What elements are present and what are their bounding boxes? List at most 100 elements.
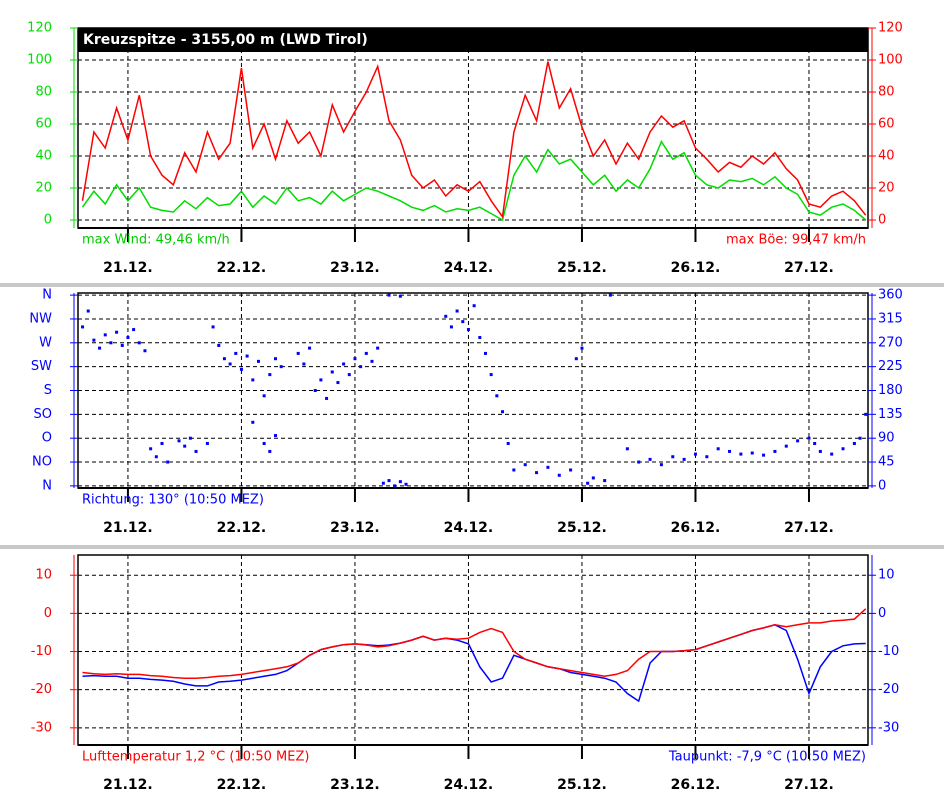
scatter-point [188,436,192,440]
scatter-point [183,444,187,448]
scatter-point [398,294,402,298]
scatter-point [557,473,561,477]
scatter-point [580,346,584,350]
scatter-point [336,381,340,385]
y-tick-label: 100 [27,53,52,68]
scatter-point [472,304,476,308]
scatter-point [149,447,153,451]
y2-tick-label: 20 [878,181,895,196]
scatter-point [166,460,170,464]
scatter-point [302,362,306,366]
title-bar [78,28,868,52]
scatter-point [784,444,788,448]
scatter-point [728,449,732,453]
scatter-point [376,346,380,350]
scatter-point [489,373,493,377]
x-tick-label: 27.12. [784,777,834,793]
x-tick-label: 24.12. [444,260,494,276]
scatter-point [671,455,675,459]
scatter-point [586,481,590,485]
x-tick-label: 21.12. [103,520,153,536]
scatter-point [478,336,482,340]
scatter-point [126,336,130,340]
x-tick-label: 26.12. [671,520,721,536]
y2-tick-label: 180 [878,383,903,398]
y-tick-label: S [44,383,52,398]
scatter-point [546,465,550,469]
scatter-point [120,343,124,347]
scatter-point [393,484,397,488]
y-tick-label: SO [34,407,52,422]
y-tick-label: NO [32,455,52,470]
x-tick-label: 23.12. [330,777,380,793]
scatter-point [177,439,181,443]
scatter-point [506,441,510,445]
y2-tick-label: 60 [878,117,895,132]
x-tick-label: 26.12. [671,260,721,276]
scatter-point [739,452,743,456]
scatter-point [137,341,141,345]
scatter-point [569,468,573,472]
y2-tick-label: 90 [878,431,895,446]
x-tick-label: 26.12. [671,777,721,793]
y2-tick-label: 10 [878,568,895,583]
scatter-point [251,378,255,382]
scatter-point [256,359,260,363]
scatter-point [648,457,652,461]
scatter-point [705,455,709,459]
scatter-point [659,463,663,467]
x-tick-label: 21.12. [103,777,153,793]
x-tick-label: 21.12. [103,260,153,276]
scatter-point [268,449,272,453]
scatter-point [234,351,238,355]
scatter-point [381,481,385,485]
y2-tick-label: 100 [878,53,903,68]
scatter-point [296,351,300,355]
scatter-point [325,396,329,400]
scatter-point [387,479,391,483]
annotation: max Böe: 99,47 km/h [726,233,866,248]
plot-area [78,28,868,228]
scatter-point [461,320,465,324]
scatter-point [274,357,277,361]
scatter-point [364,351,368,355]
scatter-point [818,449,822,453]
x-tick-label: 23.12. [330,520,380,536]
y-tick-label: 80 [35,85,52,100]
x-tick-label: 25.12. [557,260,607,276]
scatter-point [603,479,607,483]
scatter-point [211,325,215,329]
x-tick-label: 22.12. [217,520,267,536]
y2-tick-label: -20 [878,682,899,697]
y2-tick-label: -10 [878,644,899,659]
scatter-point [359,365,363,369]
separator [0,283,944,287]
y-tick-label: NW [29,311,52,326]
scatter-point [239,367,243,371]
y-tick-label: 120 [27,21,52,36]
series-line [82,608,867,679]
scatter-point [387,293,391,297]
scatter-point [830,452,834,456]
scatter-point [205,441,209,445]
scatter-point [523,463,527,467]
y2-tick-label: 0 [878,213,886,228]
x-tick-label: 27.12. [784,260,834,276]
y-tick-label: 40 [35,149,52,164]
y2-tick-label: 120 [878,21,903,36]
scatter-point [716,447,720,451]
scatter-point [501,410,505,414]
scatter-point [864,412,868,416]
scatter-point [160,441,164,445]
scatter-point [81,325,85,329]
y2-tick-label: 45 [878,455,895,470]
annotation: max Wind: 49,46 km/h [82,233,230,248]
y-tick-label: O [42,431,52,446]
y-tick-label: 0 [44,606,52,621]
scatter-point [398,480,402,484]
scatter-point [154,455,158,459]
annotation: Lufttemperatur 1,2 °C (10:50 MEZ) [82,750,309,765]
y-tick-label: 60 [35,117,52,132]
scatter-point [495,394,499,398]
